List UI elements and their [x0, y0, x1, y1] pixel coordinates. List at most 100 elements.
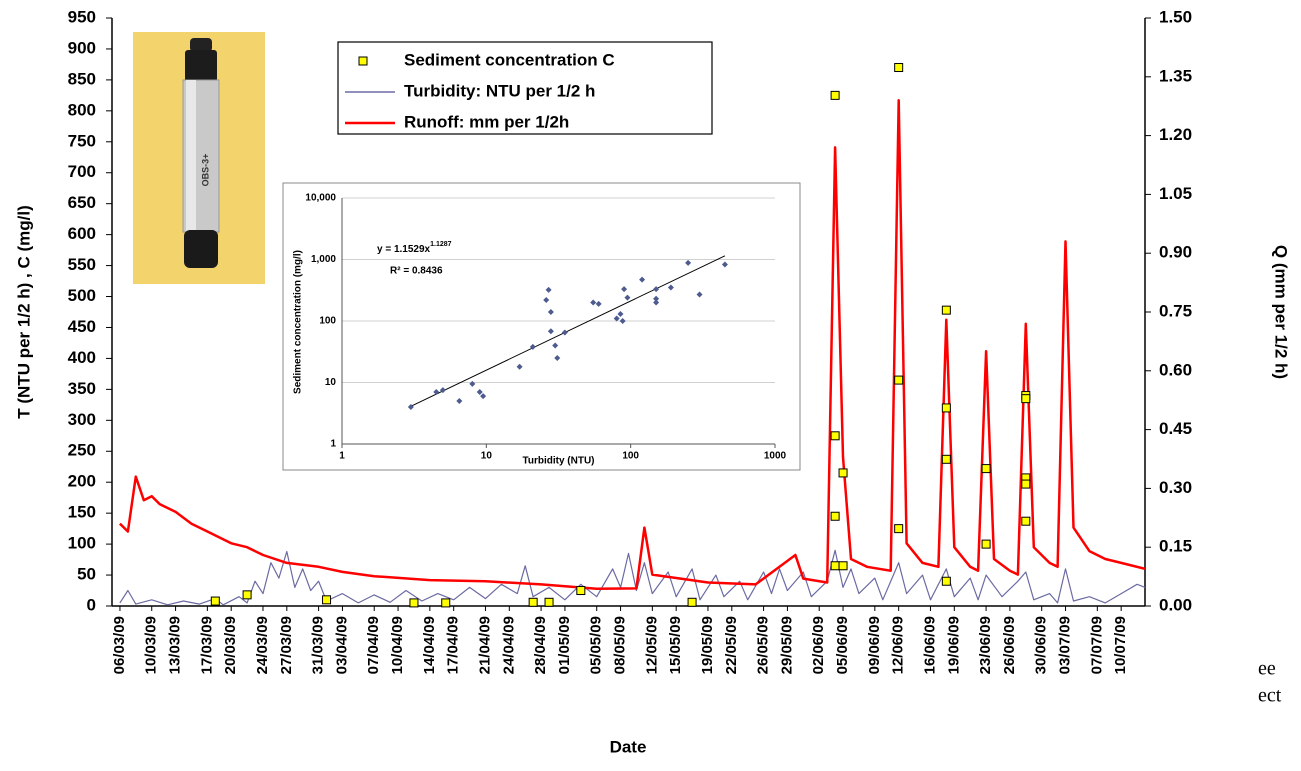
- x-tick-label: 10/03/09: [143, 616, 160, 674]
- data-point: [894, 375, 904, 385]
- data-point: [210, 596, 220, 606]
- data-point: [441, 598, 451, 608]
- x-tick-label: 02/06/09: [810, 616, 827, 674]
- x-tick-label: 05/05/09: [588, 616, 605, 674]
- y-tick-label: 400: [68, 348, 96, 367]
- x-tick-label: 03/04/09: [333, 616, 350, 674]
- y2-tick-label: 1.35: [1159, 66, 1192, 85]
- legend-marker: [358, 56, 368, 66]
- x-tick-label: 17/04/09: [445, 616, 462, 674]
- y-tick-label: 500: [68, 286, 96, 305]
- x-tick-label: 28/04/09: [532, 616, 549, 674]
- data-point: [941, 305, 951, 315]
- y-tick-label: 1: [330, 439, 336, 450]
- x-tick-label: 10/04/09: [389, 616, 406, 674]
- x-tick-label: 26/06/09: [1001, 616, 1018, 674]
- data-point: [613, 315, 620, 322]
- data-point: [981, 464, 991, 474]
- data-point: [561, 329, 568, 336]
- data-point: [687, 597, 697, 607]
- data-point: [544, 597, 554, 607]
- x-tick-label: 03/07/09: [1057, 616, 1074, 674]
- x-tick-label: 06/03/09: [111, 616, 128, 674]
- legend-frame: [337, 41, 713, 135]
- y-tick-label: 700: [68, 162, 96, 181]
- y-tick-label: 300: [68, 410, 96, 429]
- y-tick-label: 10,000: [305, 193, 336, 204]
- x-tick-label: 19/06/09: [945, 616, 962, 674]
- data-point: [1021, 394, 1031, 404]
- y-tick-label: 100: [68, 534, 96, 553]
- x-tick-label: 30/06/09: [1033, 616, 1050, 674]
- data-point: [407, 403, 414, 410]
- data-point: [624, 294, 631, 301]
- y-tick-label: 10: [325, 377, 337, 388]
- data-point: [439, 387, 446, 394]
- y-tick-label: 150: [68, 503, 96, 522]
- y-tick-label: 0: [87, 595, 96, 614]
- y-tick-label: 450: [68, 317, 96, 336]
- data-point: [480, 393, 487, 400]
- data-point: [981, 539, 991, 549]
- y-tick-label: 900: [68, 38, 96, 57]
- x-tick-label: 12/06/09: [890, 616, 907, 674]
- data-point: [667, 284, 674, 291]
- background-text: ee: [1258, 658, 1276, 680]
- y-tick-label: 600: [68, 224, 96, 243]
- data-point: [543, 296, 550, 303]
- x-tick-label: 07/04/09: [365, 616, 382, 674]
- data-point: [242, 590, 252, 600]
- data-point: [619, 318, 626, 324]
- data-point: [547, 328, 554, 335]
- data-point: [653, 286, 660, 293]
- x-tick-label: 10/07/09: [1112, 616, 1129, 674]
- y2-tick-label: 0.75: [1159, 301, 1192, 320]
- data-point: [838, 561, 848, 571]
- y-tick-label: 650: [68, 193, 96, 212]
- x-tick-label: 14/04/09: [421, 616, 438, 674]
- y-axis-title: T (NTU per 1/2 h) , C (mg/l): [14, 205, 33, 418]
- y2-tick-label: 1.05: [1159, 184, 1192, 203]
- equation: y = 1.1529x1.1287: [377, 241, 452, 255]
- plot-area: [119, 63, 1146, 608]
- y-tick-label: 50: [77, 565, 96, 584]
- x-tick-label: 20/03/09: [222, 616, 239, 674]
- data-point: [941, 403, 951, 413]
- y2-tick-label: 1.50: [1159, 7, 1192, 26]
- data-point: [941, 454, 951, 464]
- x-tick-label: 31/03/09: [310, 616, 327, 674]
- sensor-base: [184, 230, 218, 268]
- background-text: ect: [1258, 685, 1282, 707]
- data-point: [685, 259, 692, 266]
- x-tick-label: 13/03/09: [167, 616, 184, 674]
- x-tick-label: 26/05/09: [755, 616, 772, 674]
- data-point: [1021, 479, 1031, 489]
- data-point: [322, 595, 332, 605]
- data-point: [433, 389, 440, 396]
- legend-label: Sediment concentration C: [404, 50, 615, 69]
- photo-label: OBS-3+: [200, 154, 210, 187]
- x-tick-label: 12/05/09: [643, 616, 660, 674]
- data-point: [456, 398, 463, 405]
- inset-chart: 1 10 100 1,000 10,000 1 10 100 1000 Turbidity (NT…: [282, 182, 801, 471]
- data-point: [545, 286, 552, 293]
- data-point: [617, 310, 624, 317]
- legend-label: Runoff: mm per 1/2h: [404, 112, 569, 131]
- y2-tick-label: 1.20: [1159, 125, 1192, 144]
- data-point: [516, 363, 523, 370]
- sensor-photo: OBS-3+: [133, 32, 265, 284]
- data-point: [528, 597, 538, 607]
- data-point: [476, 389, 483, 396]
- data-point: [409, 598, 419, 608]
- y-tick-label: 850: [68, 69, 96, 88]
- y2-tick-label: 0.30: [1159, 478, 1192, 497]
- trend-line: [410, 255, 726, 407]
- data-point: [721, 261, 728, 268]
- data-point: [653, 295, 660, 302]
- data-point: [653, 299, 660, 306]
- x-tick-label: 100: [622, 451, 639, 462]
- data-point: [894, 524, 904, 534]
- y-tick-label: 100: [319, 316, 336, 327]
- x-tick-label: 17/03/09: [198, 616, 215, 674]
